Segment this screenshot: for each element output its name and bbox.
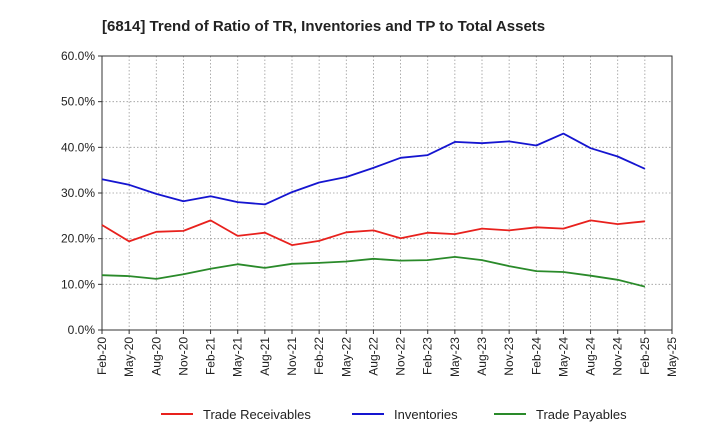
x-tick-label: Nov-20 (176, 337, 190, 376)
y-tick-label: 60.0% (61, 49, 95, 63)
x-tick-label: Aug-23 (475, 337, 489, 376)
x-tick-label: Nov-23 (502, 337, 516, 376)
x-tick-label: Aug-20 (149, 337, 163, 376)
x-tick-label: Feb-24 (529, 337, 543, 375)
legend-label-trade-receivables: Trade Receivables (203, 407, 311, 422)
legend-label-inventories: Inventories (394, 407, 458, 422)
y-tick-label: 20.0% (61, 232, 95, 246)
x-tick-label: May-24 (556, 337, 570, 377)
x-tick-label: Aug-21 (258, 337, 272, 376)
x-tick-label: May-20 (122, 337, 136, 377)
x-tick-label: Nov-22 (394, 337, 408, 376)
chart-title: [6814] Trend of Ratio of TR, Inventories… (102, 18, 545, 35)
y-axis: 0.0% 10.0% 20.0% 30.0% 40.0% 50.0% 60.0% (61, 49, 102, 337)
x-tick-label: May-25 (665, 337, 679, 377)
y-tick-label: 30.0% (61, 186, 95, 200)
y-tick-label: 10.0% (61, 277, 95, 291)
x-tick-label: Nov-24 (611, 337, 625, 376)
y-tick-label: 0.0% (68, 323, 96, 337)
grid (101, 55, 673, 331)
series-lines (101, 132, 646, 288)
y-tick-label: 50.0% (61, 95, 95, 109)
legend-label-trade-payables: Trade Payables (536, 407, 627, 422)
x-tick-label: Feb-22 (312, 337, 326, 375)
series-line-trade-receivables (101, 219, 645, 247)
x-tick-label: Feb-25 (638, 337, 652, 375)
x-tick-label: Feb-21 (204, 337, 218, 375)
y-tick-label: 40.0% (61, 140, 95, 154)
x-tick-label: Aug-22 (366, 337, 380, 376)
legend: Trade Receivables Inventories Trade Payabl… (161, 407, 627, 422)
x-tick-label: Nov-21 (285, 337, 299, 376)
x-axis: Feb-20 May-20 Aug-20 Nov-20 Feb-21 May-21 Aug-… (95, 330, 679, 377)
x-tick-label: May-21 (231, 337, 245, 377)
series-line-trade-payables (101, 255, 646, 288)
x-tick-label: Feb-20 (95, 337, 109, 375)
x-tick-label: May-22 (339, 337, 353, 377)
x-tick-label: May-23 (448, 337, 462, 377)
series-line-inventories (101, 132, 646, 206)
x-tick-label: Feb-23 (421, 337, 435, 375)
x-tick-label: Aug-24 (584, 337, 598, 376)
